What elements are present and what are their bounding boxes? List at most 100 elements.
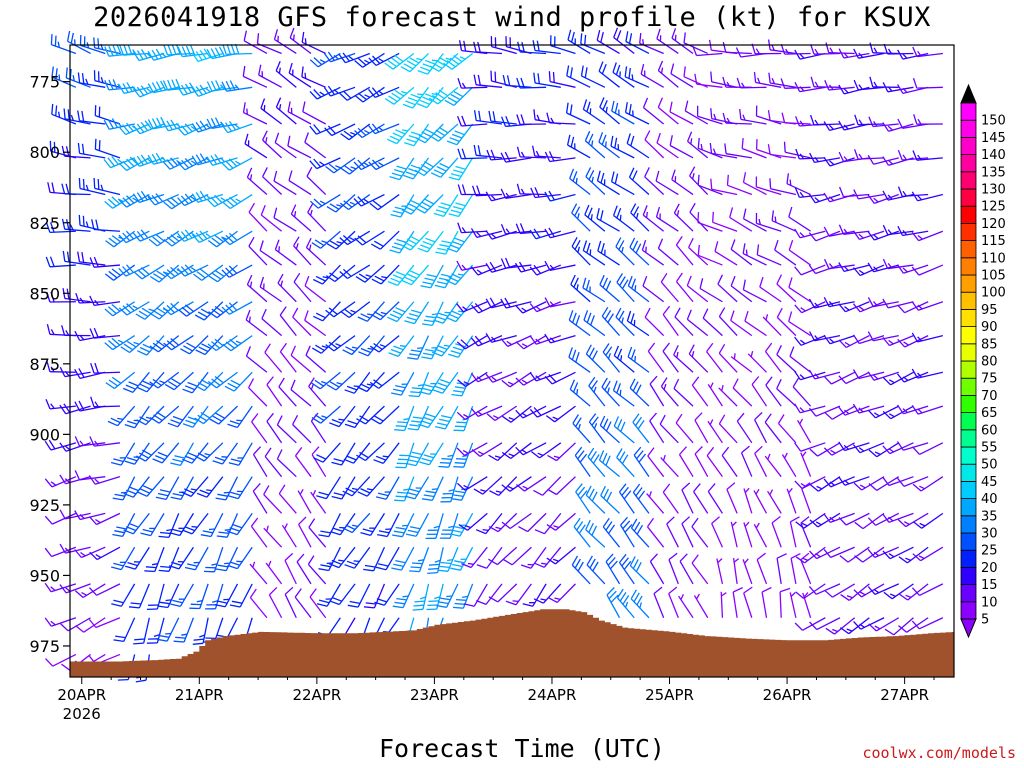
wind-barb (316, 583, 341, 607)
credit-link[interactable]: coolwx.com/models (862, 744, 1016, 762)
wind-barb (456, 442, 488, 456)
wind-barb (120, 335, 150, 354)
wind-barb (77, 142, 106, 159)
wind-barb (777, 414, 797, 444)
wind-barb (262, 167, 283, 196)
wind-barb (779, 587, 791, 618)
wind-barb (606, 587, 621, 619)
wind-barb (584, 204, 606, 232)
colorbar-label: 20 (981, 561, 998, 576)
wind-barb (402, 86, 430, 109)
wind-barb (585, 485, 606, 514)
wind-barb (456, 476, 488, 491)
wind-barb (809, 152, 841, 164)
wind-barb (688, 344, 709, 373)
wind-barb (501, 512, 532, 530)
wind-barb (309, 193, 341, 209)
colorbar-label: 150 (981, 114, 1006, 129)
wind-barb (500, 257, 532, 269)
wind-barb (601, 377, 621, 407)
wind-barb (896, 476, 929, 488)
wind-barb (794, 476, 826, 490)
wind-barb (764, 342, 782, 373)
wind-barb (674, 307, 694, 337)
colorbar-swatch (960, 463, 977, 482)
wind-barb (884, 617, 914, 636)
terrain-surface (70, 609, 954, 677)
wind-barb (686, 275, 709, 303)
wind-barb (90, 362, 120, 374)
wind-barb (367, 123, 400, 135)
wind-barb (515, 405, 547, 419)
wind-barb (150, 301, 180, 320)
wind-barb (868, 442, 900, 458)
wind-barb (655, 170, 679, 196)
wind-barb (163, 335, 194, 351)
wind-barb (624, 66, 650, 88)
wind-barb (759, 276, 782, 303)
wind-barb (678, 446, 694, 478)
wind-barb (311, 230, 341, 249)
colorbar-swatch (960, 498, 977, 517)
wind-barb (776, 378, 797, 407)
wind-barb (309, 86, 341, 100)
wind-barb (545, 405, 576, 423)
wind-barb (600, 485, 621, 514)
wind-barb (544, 333, 576, 344)
wind-barb (616, 273, 635, 303)
wind-barb (206, 46, 238, 60)
wind-barb (825, 617, 856, 635)
wind-barb (615, 237, 635, 266)
wind-barb (325, 264, 356, 283)
wind-barb (401, 194, 430, 215)
wind-barb (221, 80, 253, 92)
wind-barb (470, 405, 503, 417)
wind-barb (88, 617, 121, 629)
wind-barb (222, 43, 253, 56)
colorbar-swatch (960, 240, 977, 259)
wind-barb (45, 653, 77, 667)
wind-barb (263, 485, 283, 514)
wind-barb (306, 166, 327, 196)
wind-barb (61, 145, 91, 159)
wind-barb (305, 237, 327, 266)
wind-barb (437, 546, 459, 572)
wind-barb (671, 28, 694, 54)
wind-barb (502, 74, 532, 88)
wind-barb (897, 335, 929, 348)
wind-barb (46, 291, 76, 303)
wind-barb (697, 137, 723, 159)
wind-barb (329, 583, 356, 606)
wind-barb (599, 274, 620, 303)
wind-barb (170, 442, 194, 467)
colorbar-label: 90 (981, 320, 998, 335)
wind-barb (912, 150, 943, 161)
wind-barb (148, 230, 180, 247)
x-tick-label: 26APR (763, 686, 812, 704)
wind-barb (414, 157, 444, 177)
wind-barb (754, 445, 768, 477)
wind-barb (244, 133, 268, 159)
wind-barb (707, 419, 723, 444)
wind-barb (839, 546, 870, 563)
wind-barb (838, 371, 870, 385)
wind-barb (565, 102, 591, 125)
wind-barb (756, 552, 768, 585)
wind-barb (647, 342, 665, 373)
wind-barb (405, 513, 430, 537)
wind-barb (691, 376, 709, 407)
wind-barb (505, 583, 532, 606)
wind-barb (601, 306, 621, 337)
wind-barb (742, 172, 767, 196)
wind-barb (697, 244, 723, 266)
wind-barb (369, 371, 400, 389)
wind-barb (212, 442, 239, 465)
wind-barb (155, 476, 180, 501)
wind-barb (118, 264, 150, 277)
wind-barb (544, 371, 576, 385)
wind-barb (208, 301, 238, 319)
wind-barb (529, 371, 561, 382)
wind-barb (304, 275, 327, 303)
wind-barb (657, 97, 679, 125)
wind-barb (180, 335, 209, 355)
